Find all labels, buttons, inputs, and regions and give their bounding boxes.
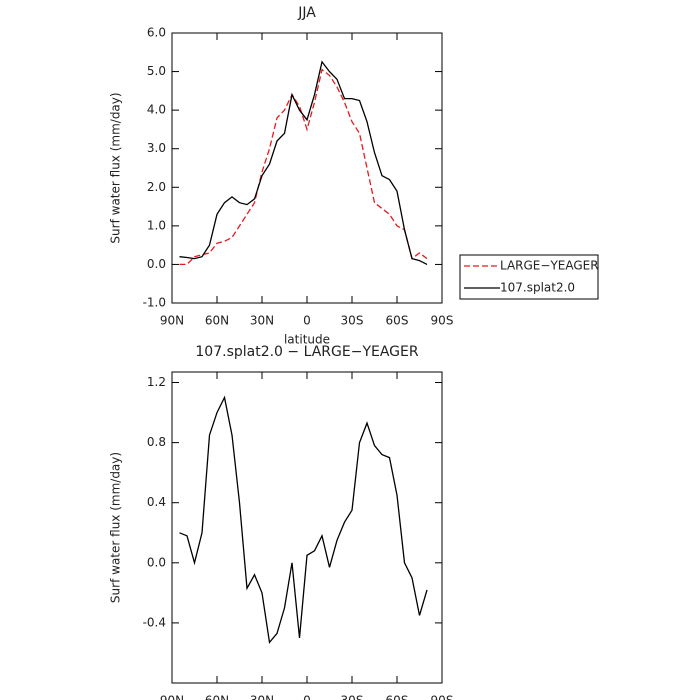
y-tick-label: 2.0 — [147, 180, 166, 194]
y-tick-label: 5.0 — [147, 64, 166, 78]
legend-label: LARGE−YEAGER — [500, 259, 599, 273]
x-tick-label: 60N — [205, 314, 229, 328]
series-line — [179, 60, 428, 265]
x-tick-label: 30N — [250, 314, 274, 328]
x-tick-label: 60S — [386, 694, 409, 700]
x-axis-label: latitude — [284, 333, 330, 347]
x-tick-label: 0 — [303, 694, 311, 700]
y-tick-label: 6.0 — [147, 26, 166, 40]
x-tick-label: 90N — [160, 694, 184, 700]
y-tick-label: 0.0 — [147, 257, 166, 271]
series-line — [179, 395, 428, 644]
y-tick-label: 1.2 — [147, 375, 166, 389]
legend-box — [459, 254, 599, 300]
plot-frame — [171, 371, 443, 684]
x-tick-label: 60S — [386, 314, 409, 328]
x-tick-label: 90S — [431, 694, 454, 700]
y-axis-label: Surf water flux (mm/day) — [109, 452, 123, 603]
x-tick-label: 90S — [431, 314, 454, 328]
x-tick-label: 0 — [303, 314, 311, 328]
y-tick-label: 0.4 — [147, 495, 166, 509]
legend-label: 107.splat2.0 — [500, 281, 575, 295]
plot-frame — [171, 32, 443, 304]
y-axis-label: Surf water flux (mm/day) — [109, 92, 123, 243]
x-tick-label: 90N — [160, 314, 184, 328]
y-tick-label: 0.0 — [147, 555, 166, 569]
y-tick-label: 4.0 — [147, 103, 166, 117]
y-tick-label: -0.4 — [143, 615, 166, 629]
y-tick-label: 3.0 — [147, 141, 166, 155]
x-tick-label: 60N — [205, 694, 229, 700]
x-tick-label: 30N — [250, 694, 274, 700]
y-tick-label: 0.8 — [147, 435, 166, 449]
y-tick-label: -1.0 — [143, 296, 166, 310]
chart-title: JJA — [297, 5, 316, 21]
y-tick-label: 1.0 — [147, 218, 166, 232]
x-tick-label: 30S — [341, 694, 364, 700]
chart-title: 107.splat2.0 − LARGE−YEAGER — [195, 344, 418, 360]
series-line — [179, 68, 428, 266]
x-tick-label: 30S — [341, 314, 364, 328]
